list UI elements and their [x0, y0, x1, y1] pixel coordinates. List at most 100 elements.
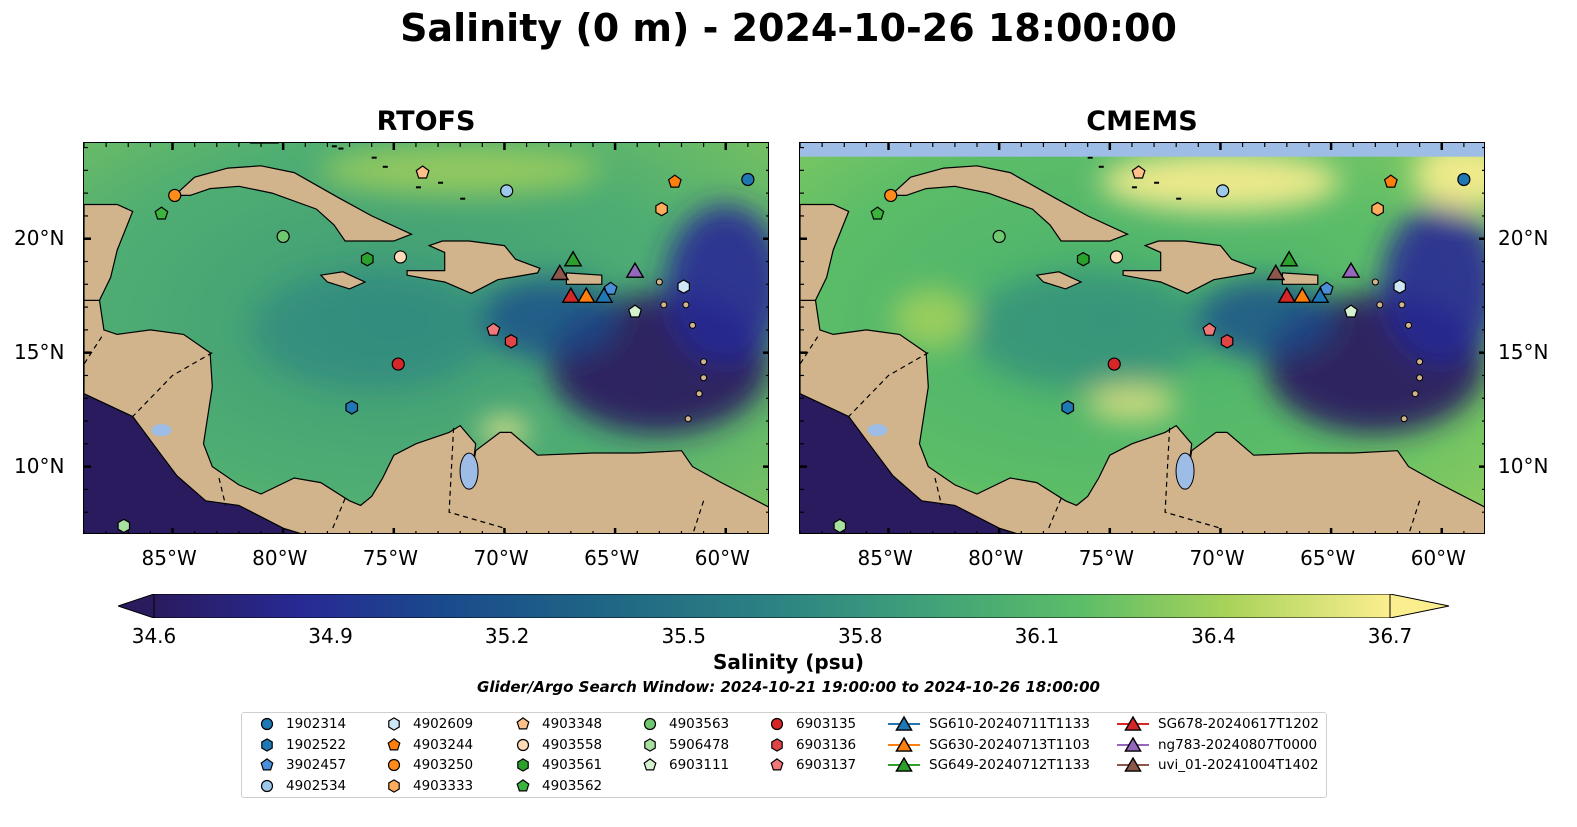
legend-float-3902457: 3902457	[256, 756, 346, 774]
legend-float-4903558: 4903558	[512, 736, 602, 754]
argo-floats	[833, 165, 1471, 533]
legend-glider-ng783-20240807T0000: ng783-20240807T0000	[1116, 736, 1317, 754]
legend-float-1902314: 1902314	[256, 715, 346, 733]
float-marker-4903562	[154, 206, 169, 220]
legend-label: 4903250	[413, 757, 474, 773]
legend-label: SG610-20240711T1133	[929, 716, 1090, 732]
float-marker-6903136	[1220, 334, 1234, 349]
legend-label: 6903137	[796, 757, 857, 773]
float-marker-4903563	[276, 229, 290, 244]
float-marker-3902457	[1319, 281, 1334, 295]
legend-label: 4903561	[542, 757, 603, 773]
island	[1376, 301, 1384, 309]
glider-marker-SG630-20240713T1103	[576, 286, 596, 304]
glider-marker-ng783-20240807T0000	[1341, 261, 1361, 278]
float-marker-4903561	[360, 251, 374, 267]
island	[660, 301, 668, 309]
panel-title-rtofs: RTOFS	[376, 106, 476, 137]
lon-tick-label: 65°W	[584, 546, 640, 570]
float-marker-6903137	[486, 322, 501, 336]
gliders	[1266, 250, 1361, 304]
puerto-rico	[1281, 272, 1319, 285]
island	[1400, 415, 1408, 423]
float-marker-4903562	[870, 206, 885, 220]
float-marker-6903136	[504, 334, 518, 349]
lon-tick-label: 70°W	[1189, 546, 1245, 570]
lat-tick-label-left: 10°N	[14, 453, 65, 478]
island	[682, 301, 690, 309]
island	[460, 197, 466, 200]
legend-label: 1902522	[286, 736, 347, 753]
float-marker-1902314	[1457, 172, 1471, 187]
float-marker-3902457	[603, 281, 618, 295]
legend: 1902314 1902522 3902457 4902534 4902609 49032…	[241, 712, 1327, 798]
map-ticks	[800, 143, 1484, 533]
legend-label: SG630-20240713T1103	[929, 736, 1090, 753]
legend-glider-SG649-20240712T1133: SG649-20240712T1133	[887, 756, 1090, 774]
south-central-america	[84, 299, 768, 533]
legend-float-4902609: 4902609	[383, 715, 473, 733]
legend-float-1902522: 1902522	[256, 736, 346, 754]
island	[415, 186, 421, 189]
legend-label: 4903563	[669, 716, 730, 732]
lon-tick-label: 85°W	[141, 546, 197, 570]
island	[438, 181, 444, 184]
glider-marker-SG610-20240711T1133	[1310, 286, 1330, 304]
glider-marker-SG649-20240712T1133	[1279, 250, 1299, 267]
lake-nicaragua	[867, 424, 888, 437]
cuba	[173, 165, 414, 242]
float-marker-6903137	[1202, 322, 1217, 336]
legend-float-4903561: 4903561	[512, 756, 602, 774]
float-marker-4903563	[992, 229, 1006, 244]
legend-label: 1902314	[286, 716, 347, 732]
glider-marker-ng783-20240807T0000	[625, 261, 645, 278]
colorbar-tick-label: 35.5	[661, 624, 706, 648]
float-marker-6903111	[627, 304, 643, 318]
land-masses	[84, 143, 768, 533]
float-marker-4903348	[415, 165, 430, 179]
lon-tick-label: 70°W	[473, 546, 529, 570]
lake-nicaragua	[151, 424, 172, 437]
float-marker-4903244	[667, 174, 682, 188]
island	[1154, 181, 1160, 184]
yucatan	[800, 203, 850, 301]
island	[1416, 358, 1424, 366]
island	[1087, 156, 1093, 159]
colorbar-tick-label: 34.9	[308, 624, 353, 648]
legend-label: uvi_01-20241004T1402	[1158, 757, 1319, 773]
lake-maracaibo	[1175, 452, 1195, 490]
island	[689, 321, 697, 329]
yucatan	[84, 203, 134, 301]
float-marker-4903561	[1076, 251, 1090, 267]
island	[1371, 278, 1379, 286]
legend-glider-SG630-20240713T1103: SG630-20240713T1103	[887, 736, 1090, 754]
float-marker-4903250	[884, 188, 898, 203]
hispaniola	[406, 240, 541, 295]
glider-marker-SG678-20240617T1202	[561, 286, 581, 304]
jamaica	[1035, 271, 1083, 290]
jamaica	[319, 271, 367, 290]
legend-label: SG678-20240617T1202	[1158, 716, 1319, 732]
legend-label: 6903135	[796, 716, 857, 732]
island	[1131, 186, 1137, 189]
puerto-rico	[565, 272, 603, 285]
lon-tick-label: 80°W	[252, 546, 308, 570]
legend-float-6903137: 6903137	[766, 756, 856, 774]
glider-marker-SG630-20240713T1103	[1292, 286, 1312, 304]
legend-label: 6903111	[669, 757, 730, 773]
legend-float-4903244: 4903244	[383, 736, 473, 754]
cuba	[889, 165, 1130, 242]
island	[1405, 321, 1413, 329]
float-marker-4903333	[655, 201, 668, 217]
lon-tick-label: 85°W	[857, 546, 913, 570]
float-marker-4903558	[1109, 250, 1124, 264]
no-data-band	[800, 143, 1484, 157]
island	[695, 390, 703, 398]
float-marker-5906478	[117, 518, 131, 533]
map-ticks	[84, 143, 768, 533]
island	[331, 145, 337, 148]
legend-label: 4903562	[542, 777, 603, 794]
colorbar-tick-label: 36.1	[1014, 624, 1060, 648]
island	[338, 147, 344, 150]
island	[1098, 165, 1104, 168]
